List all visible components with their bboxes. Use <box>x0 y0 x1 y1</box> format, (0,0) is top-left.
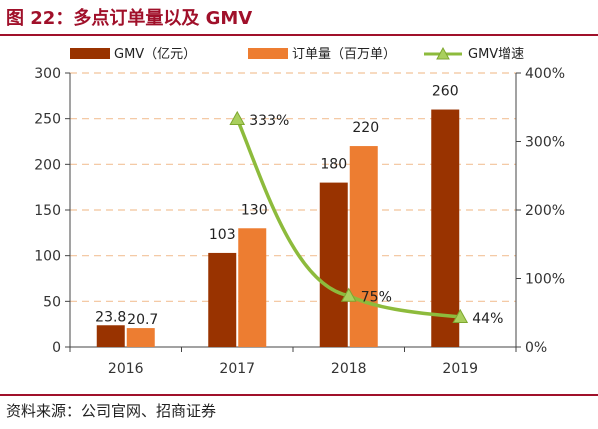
x-axis-tick-label: 2019 <box>442 361 478 377</box>
x-axis-tick-label: 2017 <box>219 361 255 377</box>
orders-data-label: 130 <box>241 202 268 218</box>
legend-marker <box>436 46 450 60</box>
legend-label: 订单量（百万单） <box>292 47 396 62</box>
left-axis-tick-label: 0 <box>52 340 61 356</box>
orders-bar <box>126 328 155 347</box>
gmv-growth-label: 44% <box>472 311 503 327</box>
gmv-bar <box>96 325 125 347</box>
orders-data-label: 220 <box>352 120 379 136</box>
left-axis-tick-label: 50 <box>43 294 61 310</box>
title-rule <box>0 34 598 36</box>
right-axis-tick-label: 400% <box>525 66 565 82</box>
gmv-growth-point <box>452 308 469 323</box>
gmv-growth-label: 333% <box>249 113 289 129</box>
left-axis-tick-label: 150 <box>34 203 61 219</box>
gmv-data-label: 103 <box>209 227 236 243</box>
gmv-growth-point <box>340 287 357 302</box>
gmv-bar <box>319 182 348 347</box>
right-axis-tick-label: 0% <box>525 340 547 356</box>
right-axis-tick-label: 200% <box>525 203 565 219</box>
orders-bar <box>238 228 267 347</box>
left-axis-tick-label: 300 <box>34 66 61 82</box>
gmv-bar <box>208 252 237 347</box>
left-axis-tick-label: 100 <box>34 249 61 265</box>
gmv-data-label: 180 <box>320 157 347 173</box>
gmv-data-label: 23.8 <box>95 309 126 325</box>
left-axis-tick-label: 250 <box>34 112 61 128</box>
legend-swatch <box>248 48 288 59</box>
gmv-growth-point <box>229 110 246 125</box>
orders-bar <box>349 146 378 347</box>
gmv-data-label: 260 <box>432 84 459 100</box>
source-rule <box>0 394 598 396</box>
right-axis-tick-label: 300% <box>525 135 565 151</box>
gmv-growth-label: 75% <box>361 290 392 306</box>
legend-label: GMV（亿元） <box>114 47 196 62</box>
legend-swatch <box>70 48 110 59</box>
x-axis-tick-label: 2018 <box>331 361 367 377</box>
source-note: 资料来源：公司官网、招商证券 <box>6 402 217 420</box>
left-axis-tick-label: 200 <box>34 157 61 173</box>
x-axis-tick-label: 2016 <box>108 361 144 377</box>
orders-data-label: 20.7 <box>127 312 158 328</box>
legend-label: GMV增速 <box>468 47 524 62</box>
gmv-bar <box>431 109 460 348</box>
right-axis-tick-label: 100% <box>525 272 565 288</box>
figure-title: 图 22：多点订单量以及 GMV <box>6 8 253 29</box>
gmv-growth-line <box>235 118 461 319</box>
